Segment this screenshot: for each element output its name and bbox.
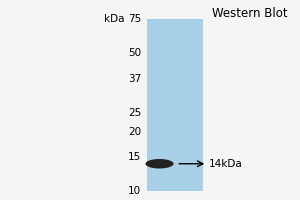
Text: Western Blot: Western Blot [212,7,287,20]
Text: 15: 15 [128,152,141,162]
Text: kDa: kDa [104,14,124,24]
Text: 10: 10 [128,186,141,196]
Text: 25: 25 [128,108,141,118]
Text: 50: 50 [128,48,141,58]
Text: 20: 20 [128,127,141,137]
Bar [147,19,203,191]
Text: 37: 37 [128,74,141,84]
Ellipse shape [146,159,174,169]
Text: 14kDa: 14kDa [209,159,242,169]
Text: 75: 75 [128,14,141,24]
